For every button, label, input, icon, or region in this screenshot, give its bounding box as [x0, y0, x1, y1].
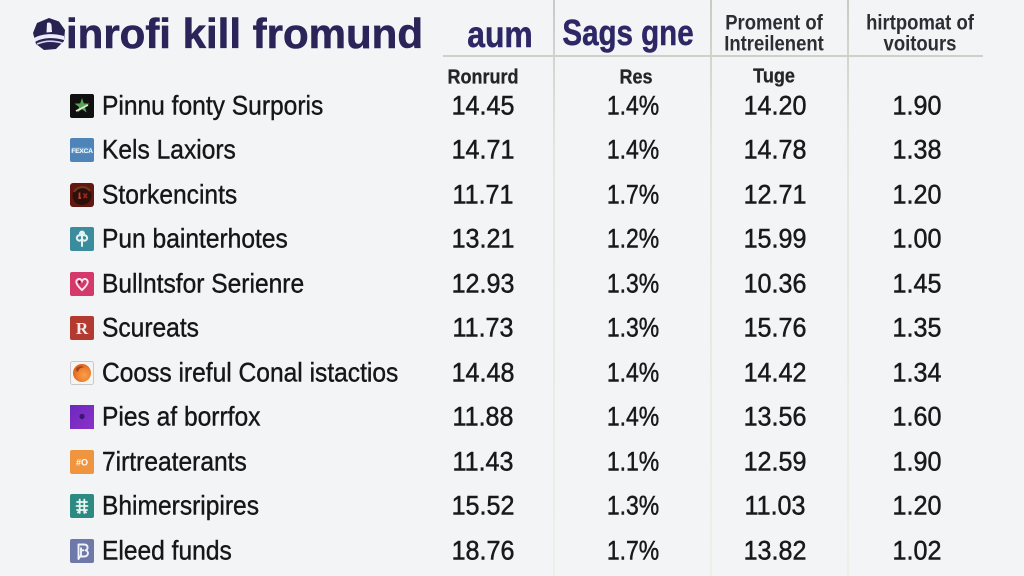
svg-text:R: R [76, 319, 89, 338]
svg-text:FEXCA: FEXCA [71, 148, 93, 155]
svg-text:#O: #O [76, 457, 88, 467]
